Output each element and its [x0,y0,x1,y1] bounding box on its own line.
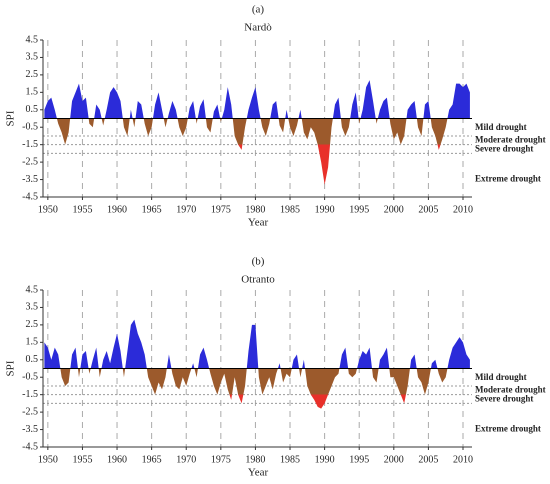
x-axis-label: Year [248,467,269,479]
spi-area [44,80,470,185]
x-tick-label: 2005 [418,454,438,465]
x-tick-label: 1965 [142,204,162,215]
x-tick-label: 1990 [315,454,335,465]
x-tick-label: 1970 [176,204,196,215]
chart-title: (b) [252,256,265,268]
x-tick-label: 2000 [384,204,404,215]
x-tick-label: 1965 [142,454,162,465]
x-tick-label: 1975 [211,454,231,465]
drought-label: Severe drought [475,393,533,403]
y-axis-label: SPI [5,110,17,126]
y-axis-label: SPI [5,360,17,376]
y-tick-label: 4.5 [26,284,39,295]
chart-subtitle: Nardò [244,22,272,34]
drought-label: Mild drought [475,372,527,382]
y-tick-label: 0.5 [26,354,39,365]
y-tick-label: -4.5 [22,441,38,452]
x-tick-label: 1960 [107,454,127,465]
y-tick-label: -2.5 [22,156,38,167]
x-tick-label: 2010 [453,204,473,215]
y-tick-label: -0.5 [22,122,38,133]
y-tick-label: -4.5 [22,191,38,202]
y-tick-label: 3.5 [26,52,39,63]
x-tick-label: 1985 [280,454,300,465]
y-tick-label: -0.5 [22,372,38,383]
chart-title: (a) [252,4,265,16]
x-axis-label: Year [248,217,269,229]
chart-subtitle: Otranto [241,274,275,286]
y-tick-label: 1.5 [26,337,39,348]
x-tick-label: 1995 [349,204,369,215]
y-tick-label: -2.5 [22,406,38,417]
y-tick-label: -1.5 [22,389,38,400]
drought-label: Extreme drought [475,423,541,433]
y-tick-label: 4.5 [26,34,39,45]
x-tick-label: 1980 [245,204,265,215]
x-tick-label: 1960 [107,204,127,215]
x-tick-label: 1995 [349,454,369,465]
x-tick-label: 1950 [38,454,58,465]
x-tick-label: 2000 [384,454,404,465]
x-tick-label: 2005 [418,204,438,215]
x-tick-label: 1990 [315,204,335,215]
drought-label: Extreme drought [475,173,541,183]
y-tick-label: -1.5 [22,139,38,150]
x-tick-label: 1955 [72,454,92,465]
y-tick-label: 0.5 [26,104,39,115]
x-tick-label: 1975 [211,204,231,215]
spi-area [44,319,470,409]
x-tick-label: 1970 [176,454,196,465]
y-tick-label: -3.5 [22,174,38,185]
y-tick-label: 1.5 [26,87,39,98]
y-tick-label: 2.5 [26,319,39,330]
drought-label: Moderate drought [475,385,546,395]
y-tick-label: 2.5 [26,69,39,80]
y-tick-label: -3.5 [22,424,38,435]
x-tick-label: 1985 [280,204,300,215]
x-tick-label: 1980 [245,454,265,465]
x-tick-label: 1955 [72,204,92,215]
drought-label: Severe drought [475,143,533,153]
y-tick-label: 3.5 [26,302,39,313]
x-tick-label: 1950 [38,204,58,215]
drought-label: Mild drought [475,122,527,132]
x-tick-label: 2010 [453,454,473,465]
drought-label: Moderate drought [475,135,546,145]
